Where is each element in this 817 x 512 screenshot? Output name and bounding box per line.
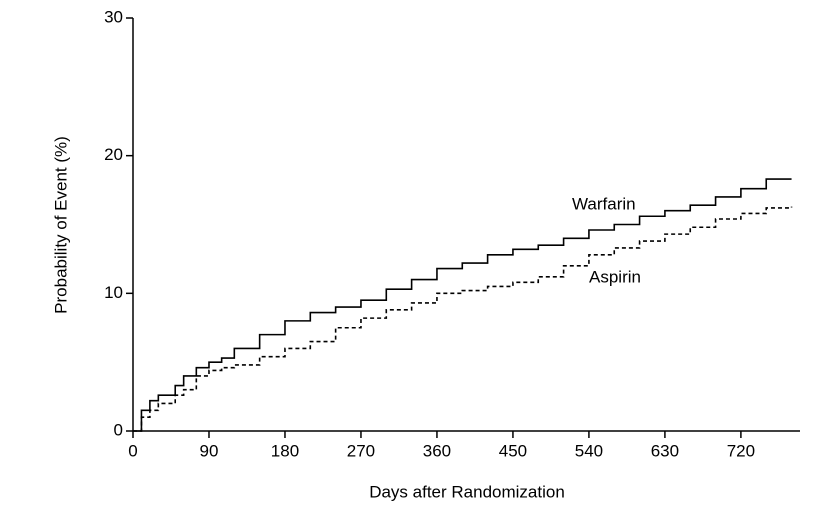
series-label: Aspirin — [589, 267, 641, 286]
x-tick-label: 90 — [200, 441, 219, 460]
x-tick-label: 270 — [347, 441, 375, 460]
y-tick-label: 30 — [104, 7, 123, 26]
x-tick-label: 0 — [128, 441, 137, 460]
y-tick-label: 0 — [114, 420, 123, 439]
series-label: Warfarin — [572, 194, 636, 213]
x-tick-label: 450 — [499, 441, 527, 460]
x-tick-label: 360 — [423, 441, 451, 460]
x-axis-label: Days after Randomization — [369, 482, 565, 501]
series-line — [133, 178, 792, 432]
y-axis-label: Probability of Event (%) — [51, 136, 70, 314]
y-tick-label: 20 — [104, 145, 123, 164]
x-tick-label: 180 — [271, 441, 299, 460]
series-line — [133, 206, 793, 432]
x-tick-label: 540 — [575, 441, 603, 460]
x-tick-label: 630 — [651, 441, 679, 460]
y-tick-label: 10 — [104, 283, 123, 302]
x-tick-label: 720 — [727, 441, 755, 460]
